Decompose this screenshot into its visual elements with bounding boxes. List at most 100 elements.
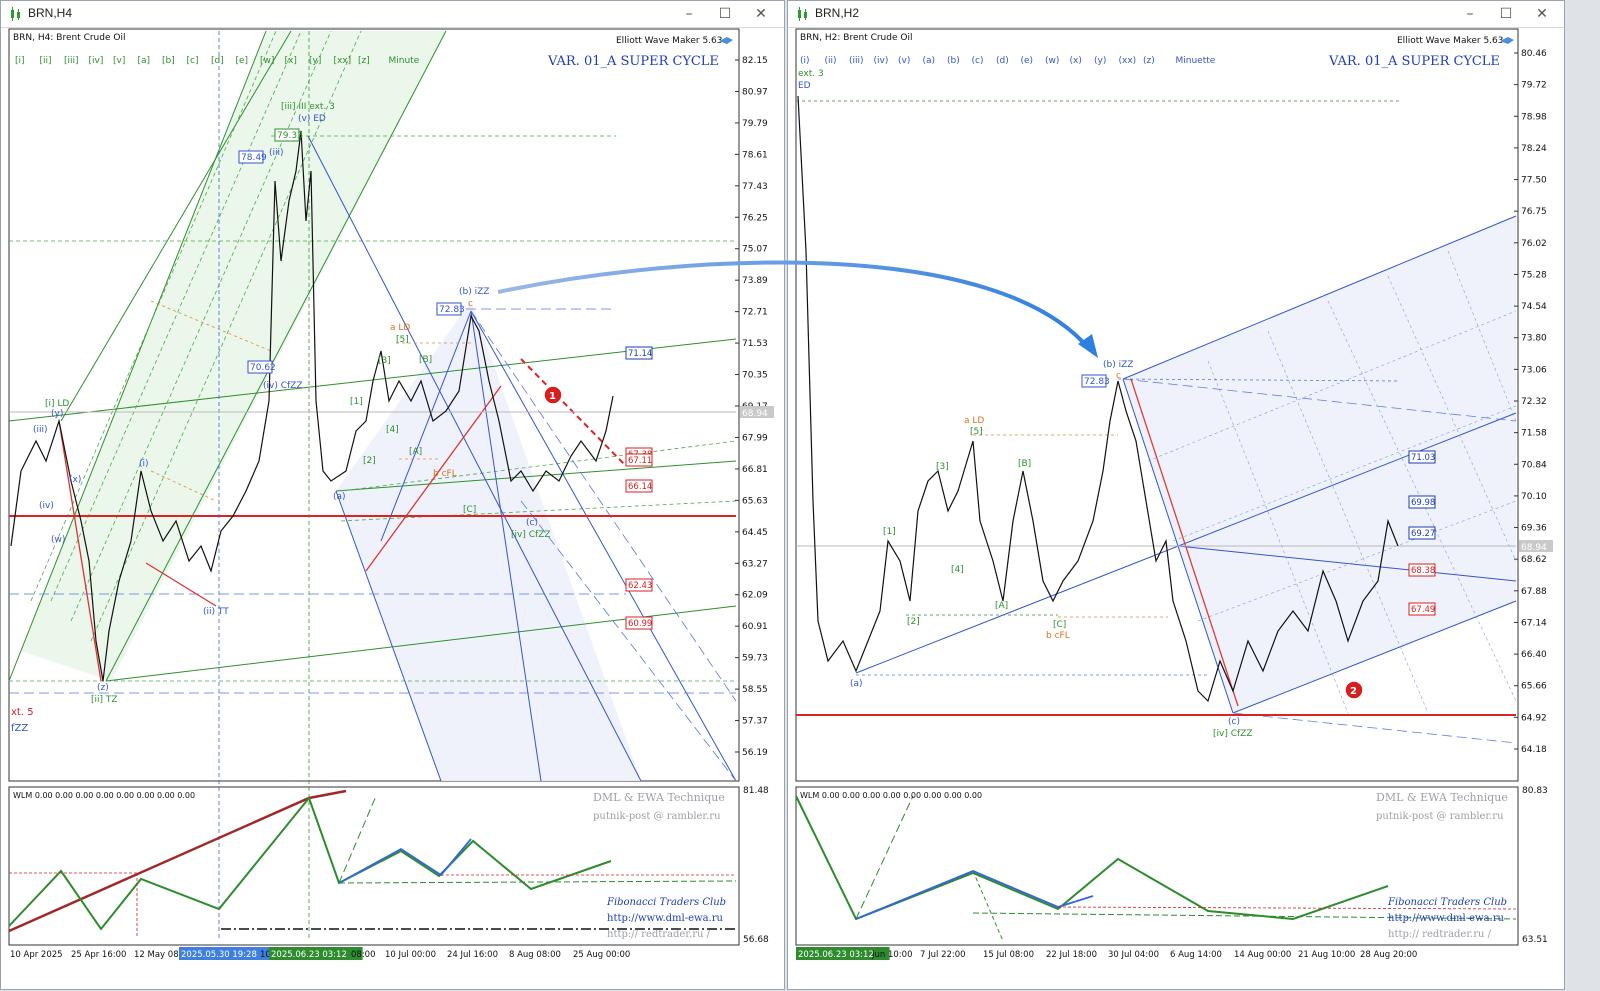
- candles-icon: [11, 7, 20, 21]
- price-tick: 62.09: [742, 591, 768, 601]
- degree-button[interactable]: Minute: [389, 56, 420, 66]
- time-tick: 14 Aug 00:00: [1234, 950, 1291, 960]
- maximize-button[interactable]: ☐: [1499, 6, 1513, 22]
- degree-button[interactable]: (e): [1021, 56, 1034, 66]
- degree-button[interactable]: [b]: [162, 56, 175, 66]
- close-button[interactable]: ✕: [1536, 6, 1548, 22]
- wave-label: [C]: [463, 505, 476, 515]
- time-tick: 2025.05.30 19:28: [181, 950, 257, 960]
- degree-button[interactable]: (d): [996, 56, 1009, 66]
- left-window-title: BRN,H4: [28, 6, 73, 20]
- price-tick: 77.43: [742, 182, 768, 192]
- degree-button[interactable]: [e]: [236, 56, 249, 66]
- right-chart-window[interactable]: BRN,H2 – ☐ ✕: [787, 0, 1565, 990]
- left-chart-header: BRN, H4: Brent Crude Oil: [13, 33, 125, 43]
- degree-button[interactable]: (a): [923, 56, 936, 66]
- degree-button[interactable]: [v]: [113, 56, 125, 66]
- degree-button[interactable]: (v): [898, 56, 910, 66]
- price-tick: 76.75: [1521, 207, 1547, 217]
- time-tick: 21 Aug 10:00: [1298, 950, 1355, 960]
- svg-text:56.68: 56.68: [743, 935, 769, 945]
- price-tick: 66.81: [742, 465, 768, 475]
- minimize-button[interactable]: –: [1466, 6, 1474, 22]
- degree-button[interactable]: [z]: [358, 56, 370, 66]
- wave-label: ext. 3: [798, 69, 824, 79]
- credit-site[interactable]: http://www.dml-ewa.ru: [607, 913, 724, 924]
- time-tick: 8 Aug 08:00: [509, 950, 561, 960]
- marker-1: [543, 385, 563, 405]
- price-tick: 59.73: [742, 654, 768, 664]
- time-tick: 10 Jul 00:00: [385, 950, 436, 960]
- degree-button[interactable]: (iv): [874, 56, 889, 66]
- maximize-button[interactable]: ☐: [718, 6, 732, 22]
- degree-button[interactable]: (x): [1070, 56, 1082, 66]
- price-tick: 65.66: [1521, 682, 1547, 692]
- time-tick: 2025.06.23 03:12: [271, 950, 347, 960]
- price-series-h4: [10, 130, 614, 682]
- degree-button[interactable]: (b): [947, 56, 960, 66]
- credit-site[interactable]: http://www.dml-ewa.ru: [1388, 913, 1505, 924]
- wave-label: [3]: [378, 356, 391, 366]
- candles-icon: [798, 7, 807, 21]
- minimize-button[interactable]: –: [685, 6, 693, 22]
- credit-redtrader[interactable]: http:// redtrader.ru /: [607, 929, 711, 940]
- degree-button[interactable]: (y): [1094, 56, 1106, 66]
- price-tick: 56.19: [742, 748, 768, 758]
- degree-button[interactable]: (w): [1045, 56, 1059, 66]
- degree-button[interactable]: [iv]: [89, 56, 104, 66]
- marker-2: [1344, 680, 1364, 700]
- degree-button[interactable]: [xx]: [334, 56, 352, 66]
- wave-label: [1]: [350, 397, 363, 407]
- level-box: [625, 578, 653, 592]
- wave-label: [A]: [995, 601, 1008, 611]
- degree-button[interactable]: [d]: [211, 56, 224, 66]
- level-box: [1408, 450, 1436, 464]
- level-label: 60.99: [628, 619, 652, 629]
- price-tick: 64.18: [1521, 745, 1547, 755]
- degree-button[interactable]: (xx): [1119, 56, 1137, 66]
- level-box: [1408, 602, 1436, 616]
- right-chart-canvas[interactable]: 80.46 79.72 78.98 78.24 77.50 76.75 76.02 75.28…: [788, 1, 1566, 991]
- price-tick: 69.36: [1521, 524, 1547, 534]
- wave-label: [2]: [907, 617, 920, 627]
- price-tick: 75.07: [742, 245, 768, 255]
- degree-button[interactable]: [iii]: [64, 56, 79, 66]
- wave-label: 70.62: [250, 363, 276, 373]
- degree-button[interactable]: [c]: [187, 56, 199, 66]
- price-tick: 57.37: [742, 717, 768, 727]
- wave-label: (i): [139, 459, 149, 469]
- wave-label: a LD: [964, 416, 984, 426]
- right-ewm-label: Elliott Wave Maker 5.63: [1397, 36, 1503, 46]
- left-titlebar[interactable]: BRN,H4 – ☐ ✕: [1, 1, 784, 28]
- price-tick: 70.10: [1521, 492, 1547, 502]
- wave-label: [5]: [396, 335, 409, 345]
- price-tick: 72.71: [742, 308, 768, 318]
- price-tick: 78.98: [1521, 112, 1547, 122]
- right-chart-header: BRN, H2: Brent Crude Oil: [800, 33, 912, 43]
- wave-label: (c): [1228, 717, 1240, 727]
- wave-label: [ii] TZ: [91, 695, 118, 705]
- wave-label: 72.83: [1084, 377, 1110, 387]
- degree-button[interactable]: [x]: [285, 56, 297, 66]
- degree-button[interactable]: (iii): [849, 56, 864, 66]
- level-box: [1408, 495, 1436, 509]
- degree-button[interactable]: [i]: [15, 56, 25, 66]
- wave-label: [iv] CfZZ: [1213, 729, 1253, 739]
- degree-button[interactable]: [w]: [260, 56, 274, 66]
- degree-button[interactable]: (i): [800, 56, 810, 66]
- degree-button[interactable]: [a]: [138, 56, 151, 66]
- oscillator-pane: [795, 786, 1519, 946]
- degree-button[interactable]: Minuette: [1176, 56, 1216, 66]
- left-chart-window[interactable]: BRN,H4 – ☐ ✕: [0, 0, 785, 990]
- degree-button[interactable]: [ii]: [40, 56, 52, 66]
- credit-redtrader[interactable]: http:// redtrader.ru /: [1388, 929, 1492, 940]
- left-chart-canvas[interactable]: 82.15 80.97 79.79 78.61 77.43 76.25 75.07 73.89…: [1, 1, 786, 991]
- right-titlebar[interactable]: BRN,H2 – ☐ ✕: [788, 1, 1564, 28]
- wave-label: 72.83: [439, 305, 465, 315]
- close-button[interactable]: ✕: [755, 6, 767, 22]
- degree-button[interactable]: (ii): [825, 56, 837, 66]
- degree-button[interactable]: [y]: [309, 56, 321, 66]
- degree-button[interactable]: (c): [972, 56, 984, 66]
- degree-button[interactable]: (z): [1143, 56, 1155, 66]
- wave-label: (a): [333, 492, 346, 502]
